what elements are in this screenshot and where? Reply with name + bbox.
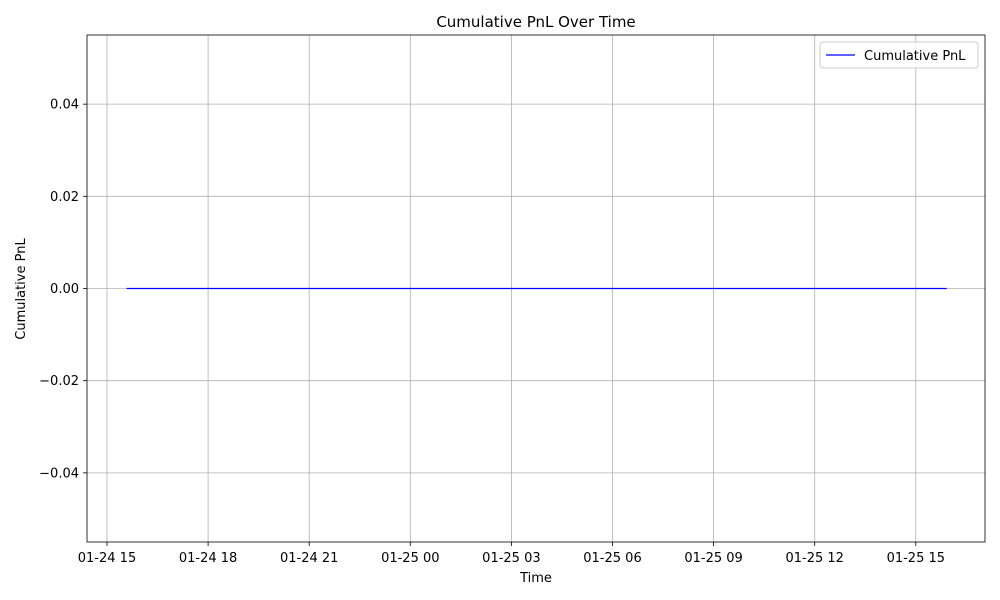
x-tick-label: 01-25 00 xyxy=(381,551,439,566)
x-tick-label: 01-25 12 xyxy=(785,551,843,566)
y-tick-label: −0.04 xyxy=(39,466,79,481)
x-tick-label: 01-25 03 xyxy=(482,551,540,566)
chart-title: Cumulative PnL Over Time xyxy=(436,13,635,31)
legend-label: Cumulative PnL xyxy=(864,49,966,64)
y-tick-label: 0.02 xyxy=(50,190,79,205)
x-tick-label: 01-24 21 xyxy=(280,551,338,566)
axis-ticks: 01-24 15 01-24 18 01-24 21 01-25 00 01-25 03… xyxy=(39,98,945,566)
x-tick-label: 01-25 06 xyxy=(583,551,641,566)
y-tick-label: 0.04 xyxy=(50,98,79,113)
x-axis-title: Time xyxy=(519,571,552,586)
x-tick-label: 01-25 09 xyxy=(684,551,742,566)
y-tick-label: 0.00 xyxy=(50,282,79,297)
legend-box xyxy=(819,41,979,69)
y-axis-title: Cumulative PnL xyxy=(14,238,29,340)
legend: Cumulative PnL xyxy=(819,41,979,69)
x-tick-label: 01-24 18 xyxy=(179,551,237,566)
x-tick-label: 01-24 15 xyxy=(78,551,136,566)
y-tick-label: −0.02 xyxy=(39,374,79,389)
x-tick-label: 01-25 15 xyxy=(887,551,945,566)
